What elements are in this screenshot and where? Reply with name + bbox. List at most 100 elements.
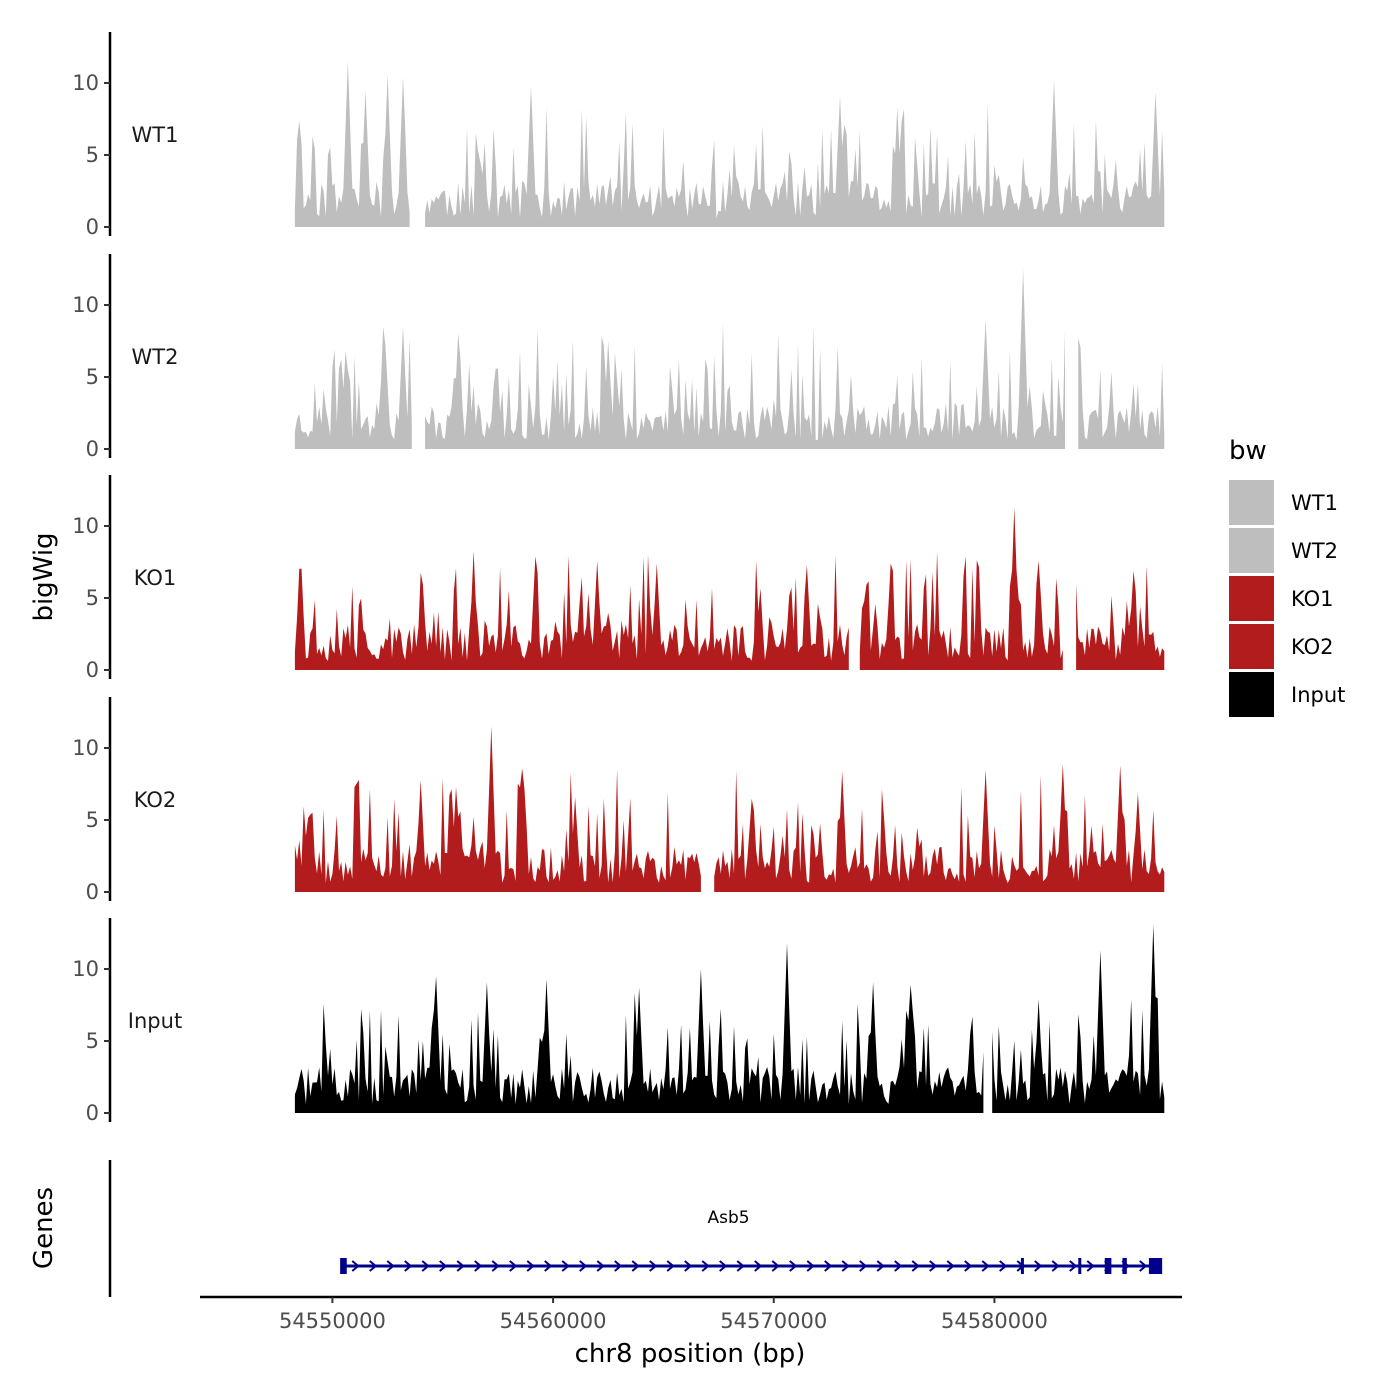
track-wt2: 0 5 10 WT2 — [72, 254, 1165, 461]
x-tick-label: 54570000 — [720, 1309, 827, 1333]
strand-arrow-icon — [929, 1260, 938, 1272]
coverage-area-ko2 — [294, 726, 1165, 892]
y-tick-label: 10 — [72, 736, 99, 760]
y-tick-label: 5 — [86, 143, 99, 167]
strand-arrow-icon — [911, 1260, 920, 1272]
x-axis: 54550000 54560000 54570000 54580000 — [200, 1295, 1182, 1333]
coverage-tracks: 0 5 10 WT1 0 5 10 WT2 0 5 10 KO1 0 5 10 KO2 0 5 10 Input — [72, 32, 1165, 1125]
coverage-area-wt1 — [294, 61, 1165, 228]
legend-swatch-input — [1229, 672, 1274, 717]
track-label: KO2 — [134, 788, 177, 812]
gene-exon — [1078, 1258, 1082, 1274]
strand-arrow-icon — [789, 1260, 798, 1272]
legend-label-wt2: WT2 — [1291, 539, 1338, 563]
gene-exon — [1122, 1258, 1127, 1274]
legend-label-wt1: WT1 — [1291, 491, 1338, 515]
strand-arrow-icon — [859, 1260, 868, 1272]
track-label: WT2 — [132, 345, 179, 369]
strand-arrow-icon — [701, 1260, 710, 1272]
strand-arrow-icon — [369, 1260, 378, 1272]
legend: bw WT1 WT2 KO1 KO2 Input — [1229, 436, 1345, 717]
strand-arrow-icon — [1069, 1260, 1078, 1272]
strand-arrow-icon — [666, 1260, 675, 1272]
strand-arrow-icon — [964, 1260, 973, 1272]
coverage-area-wt2 — [294, 269, 1165, 449]
y-tick-label: 5 — [86, 1029, 99, 1053]
strand-arrow-icon — [386, 1260, 395, 1272]
gene-exon — [1020, 1258, 1024, 1274]
legend-label-ko2: KO2 — [1291, 635, 1334, 659]
y-tick-label: 0 — [86, 215, 99, 239]
y-tick-label: 10 — [72, 957, 99, 981]
y-tick-label: 0 — [86, 437, 99, 461]
strand-arrow-icon — [631, 1260, 640, 1272]
strand-arrow-icon — [684, 1260, 693, 1272]
x-tick-label: 54550000 — [279, 1309, 386, 1333]
strand-arrow-icon — [876, 1260, 885, 1272]
gene-exon — [1104, 1258, 1112, 1274]
legend-title: bw — [1229, 436, 1267, 466]
legend-swatch-wt1 — [1229, 480, 1274, 525]
gene-name-label: Asb5 — [708, 1208, 750, 1228]
strand-arrow-icon — [736, 1260, 745, 1272]
legend-swatch-ko2 — [1229, 624, 1274, 669]
track-ko1: 0 5 10 KO1 — [72, 475, 1165, 682]
strand-arrow-icon — [946, 1260, 955, 1272]
coverage-area-ko1 — [294, 507, 1165, 670]
legend-label-ko1: KO1 — [1291, 587, 1334, 611]
strand-arrow-icon — [771, 1260, 780, 1272]
y-axis-title: bigWig — [29, 532, 59, 621]
y-tick-label: 5 — [86, 365, 99, 389]
strand-arrow-icon — [561, 1260, 570, 1272]
strand-arrow-icon — [526, 1260, 535, 1272]
track-input: 0 5 10 Input — [72, 918, 1165, 1125]
strand-arrow-icon — [544, 1260, 553, 1272]
strand-arrow-icon — [824, 1260, 833, 1272]
x-tick-label: 54580000 — [941, 1309, 1048, 1333]
legend-label-input: Input — [1291, 683, 1345, 707]
track-label: Input — [128, 1009, 182, 1033]
strand-arrow-icon — [474, 1260, 483, 1272]
genes-axis-title: Genes — [29, 1187, 59, 1269]
strand-arrow-icon — [1139, 1260, 1148, 1272]
y-tick-label: 0 — [86, 880, 99, 904]
y-tick-label: 5 — [86, 586, 99, 610]
strand-arrow-icon — [509, 1260, 518, 1272]
x-axis-title: chr8 position (bp) — [575, 1339, 806, 1369]
strand-arrow-icon — [456, 1260, 465, 1272]
strand-arrow-icon — [719, 1260, 728, 1272]
legend-swatch-wt2 — [1229, 528, 1274, 573]
strand-arrow-icon — [579, 1260, 588, 1272]
strand-arrow-icon — [1086, 1260, 1095, 1272]
gene-track: Asb5 — [108, 1160, 1163, 1297]
y-tick-label: 0 — [86, 1101, 99, 1125]
y-tick-label: 0 — [86, 658, 99, 682]
track-wt1: 0 5 10 WT1 — [72, 32, 1165, 239]
x-tick-label: 54560000 — [500, 1309, 607, 1333]
strand-arrow-icon — [421, 1260, 430, 1272]
track-label: KO1 — [134, 566, 177, 590]
gene-exon — [340, 1258, 347, 1274]
legend-swatch-ko1 — [1229, 576, 1274, 621]
y-tick-label: 10 — [72, 293, 99, 317]
strand-arrow-icon — [1051, 1260, 1060, 1272]
track-ko2: 0 5 10 KO2 — [72, 697, 1165, 904]
strand-arrow-icon — [841, 1260, 850, 1272]
y-tick-label: 5 — [86, 808, 99, 832]
strand-arrow-icon — [999, 1260, 1008, 1272]
strand-arrow-icon — [806, 1260, 815, 1272]
y-tick-label: 10 — [72, 514, 99, 538]
gene-exon — [1148, 1258, 1163, 1274]
coverage-area-input — [294, 924, 1165, 1113]
strand-arrow-icon — [614, 1260, 623, 1272]
strand-arrow-icon — [351, 1260, 360, 1272]
strand-arrow-icon — [894, 1260, 903, 1272]
strand-arrow-icon — [754, 1260, 763, 1272]
strand-arrow-icon — [981, 1260, 990, 1272]
strand-arrow-icon — [404, 1260, 413, 1272]
strand-arrow-icon — [491, 1260, 500, 1272]
track-label: WT1 — [132, 123, 179, 147]
strand-arrow-icon — [649, 1260, 658, 1272]
strand-arrow-icon — [596, 1260, 605, 1272]
